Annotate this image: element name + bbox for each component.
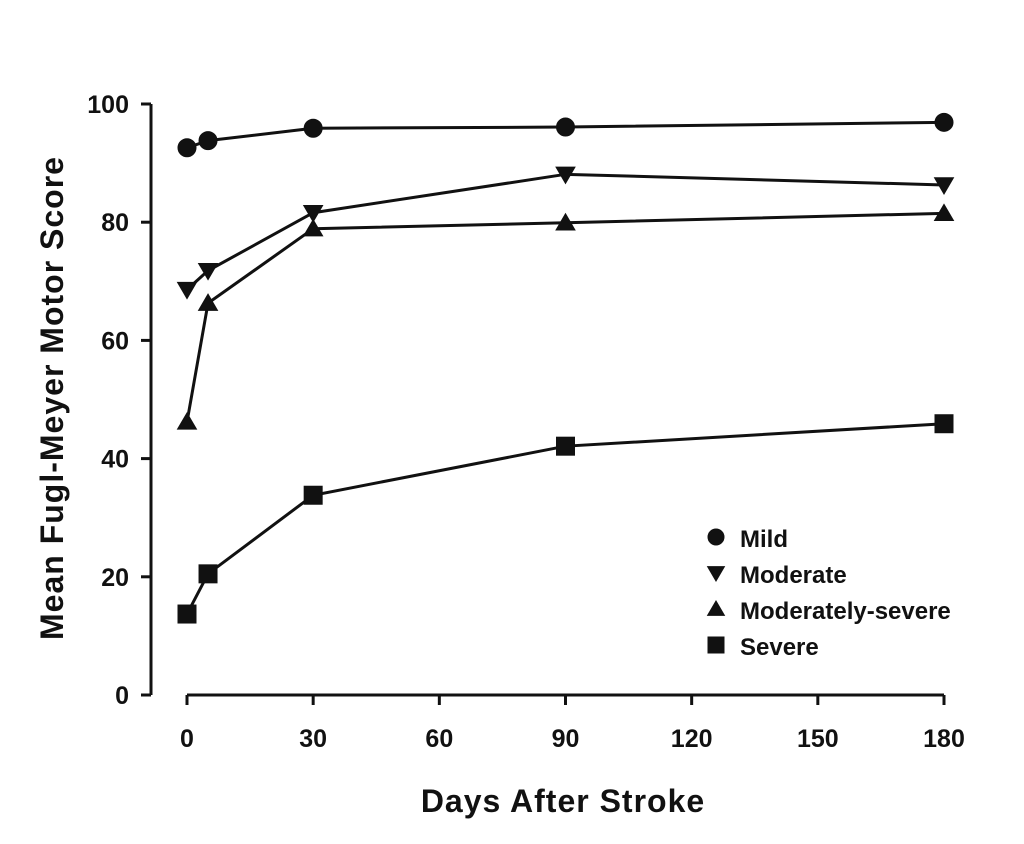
legend-marker-moderately-severe (706, 600, 726, 616)
y-tick-label: 80 (101, 209, 129, 237)
y-tick-label: 20 (101, 564, 129, 592)
data-point-mild (934, 112, 954, 132)
series-line-moderate (185, 172, 945, 291)
data-point-moderately-severe (933, 203, 955, 222)
legend-marker-moderate (706, 566, 726, 582)
data-point-moderately-severe (555, 212, 576, 231)
data-point-severe (198, 564, 218, 584)
legend: Mild Moderate Moderately-severe Severe (706, 526, 951, 661)
data-point-moderately-severe (302, 218, 324, 237)
data-point-severe (556, 436, 575, 456)
data-point-severe (934, 414, 954, 434)
x-tick-label: 60 (425, 725, 453, 753)
legend-marker-mild (707, 528, 725, 546)
y-tick-label: 100 (87, 91, 129, 119)
y-axis-title: Mean Fugl-Meyer Motor Score (34, 156, 70, 640)
axes: 0 20 40 60 80 100 0 30 60 90 120 150 180 (87, 91, 965, 753)
x-axis-title: Days After Stroke (421, 783, 705, 819)
data-point-severe (177, 604, 197, 624)
legend-label-mild: Mild (740, 526, 788, 553)
x-tick-label: 30 (299, 725, 327, 753)
data-point-mild (198, 131, 218, 151)
data-point-moderate (933, 177, 955, 195)
series-lines (185, 120, 945, 615)
data-point-moderately-severe (176, 411, 198, 430)
data-point-moderate (176, 281, 198, 300)
y-tick-label: 0 (115, 682, 129, 710)
series-markers (176, 112, 955, 624)
legend-label-severe: Severe (740, 634, 819, 661)
data-point-moderate (302, 205, 324, 223)
data-point-severe (303, 485, 323, 505)
x-tick-label: 0 (180, 725, 194, 753)
series-line-moderately-severe (185, 211, 945, 423)
data-point-mild (177, 138, 197, 158)
x-tick-label: 150 (797, 725, 839, 753)
legend-marker-severe (707, 636, 725, 654)
data-point-mild (556, 117, 575, 137)
data-point-moderate (197, 262, 219, 281)
x-tick-label: 180 (923, 725, 965, 753)
data-point-moderate (555, 166, 576, 185)
legend-label-moderate: Moderate (740, 562, 847, 589)
legend-label-moderately-severe: Moderately-severe (740, 598, 951, 625)
y-tick-label: 60 (101, 327, 129, 355)
x-tick-label: 90 (552, 725, 580, 753)
data-point-mild (303, 118, 323, 138)
x-tick-label: 120 (671, 725, 713, 753)
y-tick-label: 40 (101, 446, 129, 474)
data-point-moderately-severe (197, 293, 219, 311)
